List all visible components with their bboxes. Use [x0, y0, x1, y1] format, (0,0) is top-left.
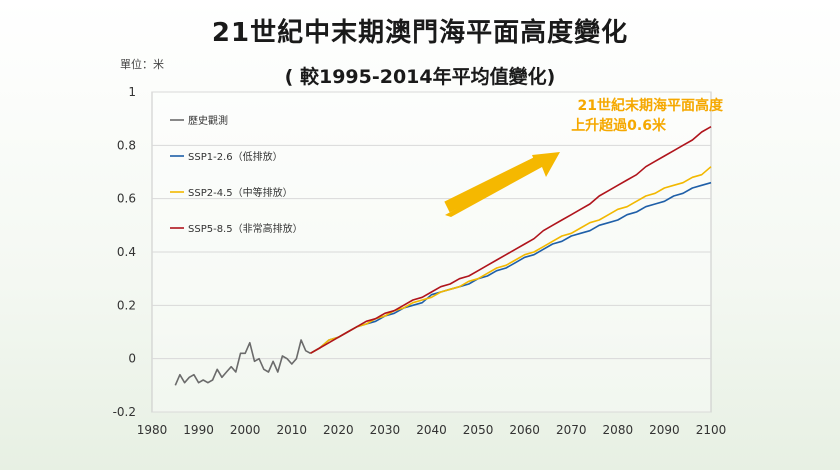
series-line — [174, 339, 311, 386]
y-tick-label: 0.2 — [117, 298, 136, 312]
annotation-arrow-shaft — [444, 156, 541, 213]
y-tick-label: 0 — [128, 352, 136, 366]
series-lines — [174, 126, 712, 386]
chart-subtitle: ( 較1995-2014年平均值變化) — [284, 66, 556, 88]
x-tick-label: 2030 — [370, 423, 401, 437]
series-line — [310, 126, 712, 354]
legend-label: SSP1-2.6（低排放） — [188, 150, 283, 163]
axes: -0.2 0 0.2 0.4 0.6 0.8 1 1980 1990 2000 2010 2020 20… — [113, 85, 727, 437]
chart-title: 21世紀中末期澳門海平面高度變化 — [211, 18, 629, 48]
grid-lines — [151, 91, 712, 413]
x-tick-label: 2000 — [230, 423, 261, 437]
unit-label: 單位：米 — [120, 58, 164, 71]
y-tick-label: 0.8 — [117, 138, 136, 152]
x-tick-label: 2020 — [323, 423, 354, 437]
x-tick-label: 2060 — [509, 423, 540, 437]
legend: 歷史觀測 SSP1-2.6（低排放） SSP2-4.5（中等排放） SSP5-8.5（… — [170, 114, 303, 235]
series-line — [310, 181, 712, 354]
legend-label: SSP2-4.5（中等排放） — [188, 186, 293, 199]
x-tick-label: 1980 — [137, 423, 168, 437]
y-tick-label: 0.6 — [117, 192, 136, 206]
y-tick-label: 0.4 — [117, 245, 136, 259]
x-tick-label: 2100 — [696, 423, 727, 437]
x-tick-label: 2090 — [649, 423, 680, 437]
y-tick-label: -0.2 — [113, 405, 136, 419]
annotation-line-1: 21世紀末期海平面高度 — [578, 97, 724, 114]
x-tick-label: 2040 — [416, 423, 447, 437]
x-tick-label: 1990 — [183, 423, 214, 437]
x-tick-label: 2080 — [603, 423, 634, 437]
x-tick-label: 2070 — [556, 423, 587, 437]
legend-label: SSP5-8.5（非常高排放） — [188, 222, 303, 235]
legend-label: 歷史觀測 — [188, 114, 228, 127]
y-tick-label: 1 — [128, 85, 136, 99]
x-tick-label: 2050 — [463, 423, 494, 437]
annotation-line-2: 上升超過0.6米 — [571, 117, 667, 134]
x-tick-label: 2010 — [276, 423, 307, 437]
